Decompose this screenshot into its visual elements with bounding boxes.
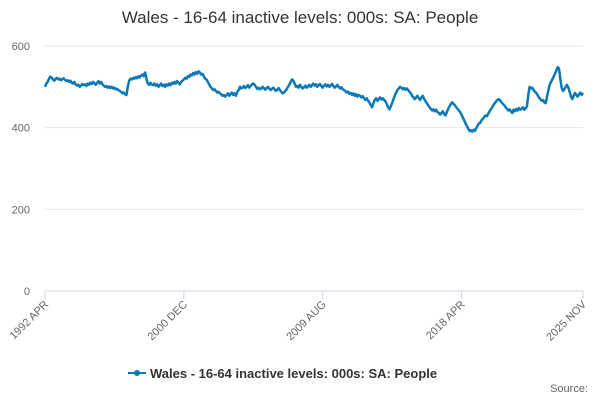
y-tick-label: 200 [12,204,30,216]
y-tick-label: 0 [24,286,30,298]
legend-label: Wales - 16-64 inactive levels: 000s: SA:… [150,366,437,381]
x-tick-label: 1992 APR [8,299,52,343]
source: Source: [550,383,588,395]
x-tick-label: 2000 DEC [146,299,190,343]
line-series [43,65,585,133]
x-tick-label: 2025 NOV [544,298,589,343]
chart-title: Wales - 16-64 inactive levels: 000s: SA:… [122,8,479,27]
y-tick-label: 400 [12,123,30,135]
y-tick-label: 600 [12,41,30,53]
x-tick-label: 2018 APR [424,299,468,343]
x-tick-label: 2009 AUG [284,299,328,343]
legend-marker [134,370,140,376]
